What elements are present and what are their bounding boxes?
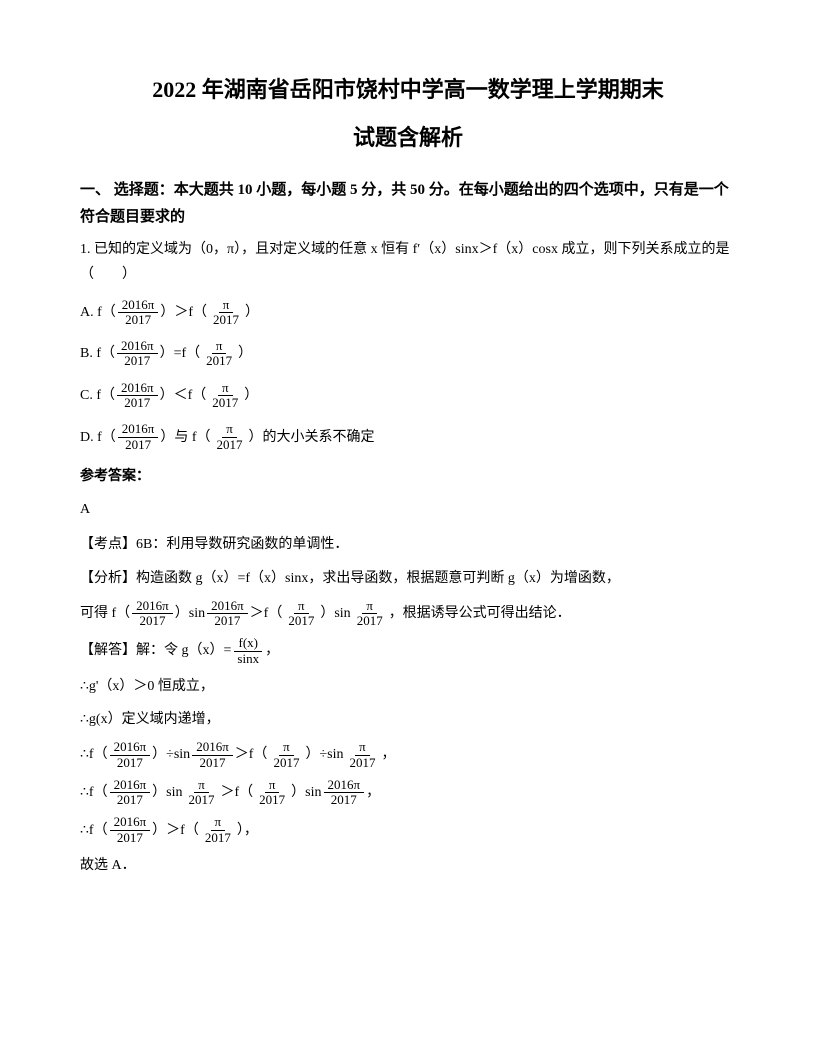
option-a-suffix: ） xyxy=(245,300,259,325)
fraction-s4-4: 2016π 2017 xyxy=(324,778,365,808)
option-a-mid: ）＞f（ xyxy=(160,300,207,325)
option-b: B. f（ 2016π 2017 ）=f（ π 2017 ） xyxy=(80,339,736,369)
fraction-s4-3: π 2017 xyxy=(255,778,289,808)
section-header: 一、 选择题：本大题共 10 小题，每小题 5 分，共 50 分。在每小题给出的… xyxy=(80,177,736,231)
conclusion: 故选 A． xyxy=(80,853,736,878)
fraction-fenxi-1: 2016π 2017 xyxy=(132,599,173,629)
fraction-s5-2: π 2017 xyxy=(201,815,235,845)
option-c: C. f（ 2016π 2017 ）＜f（ π 2017 ） xyxy=(80,381,736,411)
answer-value: A xyxy=(80,497,736,522)
fraction-s3-1: 2016π 2017 xyxy=(110,740,151,770)
fenxi-line2: 可得 f（ 2016π 2017 ）sin 2016π 2017 ＞f（ π 2… xyxy=(80,599,736,629)
fraction-fenxi-3: π 2017 xyxy=(284,599,318,629)
kaodian: 【考点】6B：利用导数研究函数的单调性． xyxy=(80,532,736,557)
fraction-pi-a2: π 2017 xyxy=(209,298,243,328)
option-d-prefix: D. f（ xyxy=(80,425,116,450)
jieda-line: 【解答】解：令 g（x）= f(x) sinx ， xyxy=(80,636,736,666)
step4: ∴f（ 2016π 2017 ）sin π 2017 ＞f（ π 2017 ）s… xyxy=(80,778,736,808)
exam-title-line2: 试题含解析 xyxy=(80,118,736,158)
option-c-prefix: C. f（ xyxy=(80,383,115,408)
fraction-s3-3: π 2017 xyxy=(269,740,303,770)
option-d-suffix: ）的大小关系不确定 xyxy=(249,425,375,450)
answer-label: 参考答案： xyxy=(80,464,736,489)
fraction-fenxi-2: 2016π 2017 xyxy=(207,599,248,629)
fenxi-line1: 【分析】构造函数 g（x）=f（x）sinx，求出导函数，根据题意可判断 g（x… xyxy=(80,566,736,591)
fraction-pi-d2: π 2017 xyxy=(213,422,247,452)
step1: ∴g'（x）＞0 恒成立， xyxy=(80,674,736,699)
fraction-fx-sinx: f(x) sinx xyxy=(233,636,263,666)
fraction-s3-2: 2016π 2017 xyxy=(192,740,233,770)
option-b-mid: ）=f（ xyxy=(160,341,201,366)
option-a: A. f（ 2016π 2017 ）＞f（ π 2017 ） xyxy=(80,298,736,328)
fraction-2016pi-b1: 2016π 2017 xyxy=(117,339,158,369)
option-d-mid: ）与 f（ xyxy=(160,425,210,450)
option-a-prefix: A. f（ xyxy=(80,300,116,325)
fraction-2016pi-a1: 2016π 2017 xyxy=(118,298,159,328)
option-d: D. f（ 2016π 2017 ）与 f（ π 2017 ）的大小关系不确定 xyxy=(80,422,736,452)
fraction-s4-1: 2016π 2017 xyxy=(110,778,151,808)
option-c-suffix: ） xyxy=(244,383,258,408)
step3: ∴f（ 2016π 2017 ）÷sin 2016π 2017 ＞f（ π 20… xyxy=(80,740,736,770)
fraction-s3-4: π 2017 xyxy=(345,740,379,770)
option-b-prefix: B. f（ xyxy=(80,341,115,366)
fraction-s5-1: 2016π 2017 xyxy=(110,815,151,845)
fraction-2016pi-d1: 2016π 2017 xyxy=(118,422,159,452)
option-b-suffix: ） xyxy=(238,341,252,366)
problem-statement: 1. 已知的定义域为（0，π），且对定义域的任意 x 恒有 f′（x）sinx＞… xyxy=(80,237,736,287)
exam-title-line1: 2022 年湖南省岳阳市饶村中学高一数学理上学期期末 xyxy=(80,70,736,110)
step5: ∴f（ 2016π 2017 ）＞f（ π 2017 ）， xyxy=(80,815,736,845)
fraction-s4-2: π 2017 xyxy=(185,778,219,808)
option-c-mid: ）＜f（ xyxy=(160,383,207,408)
fraction-pi-c2: π 2017 xyxy=(208,381,242,411)
fraction-2016pi-c1: 2016π 2017 xyxy=(117,381,158,411)
fraction-pi-b2: π 2017 xyxy=(202,339,236,369)
step2: ∴g(x）定义域内递增， xyxy=(80,707,736,732)
fraction-fenxi-4: π 2017 xyxy=(353,599,387,629)
